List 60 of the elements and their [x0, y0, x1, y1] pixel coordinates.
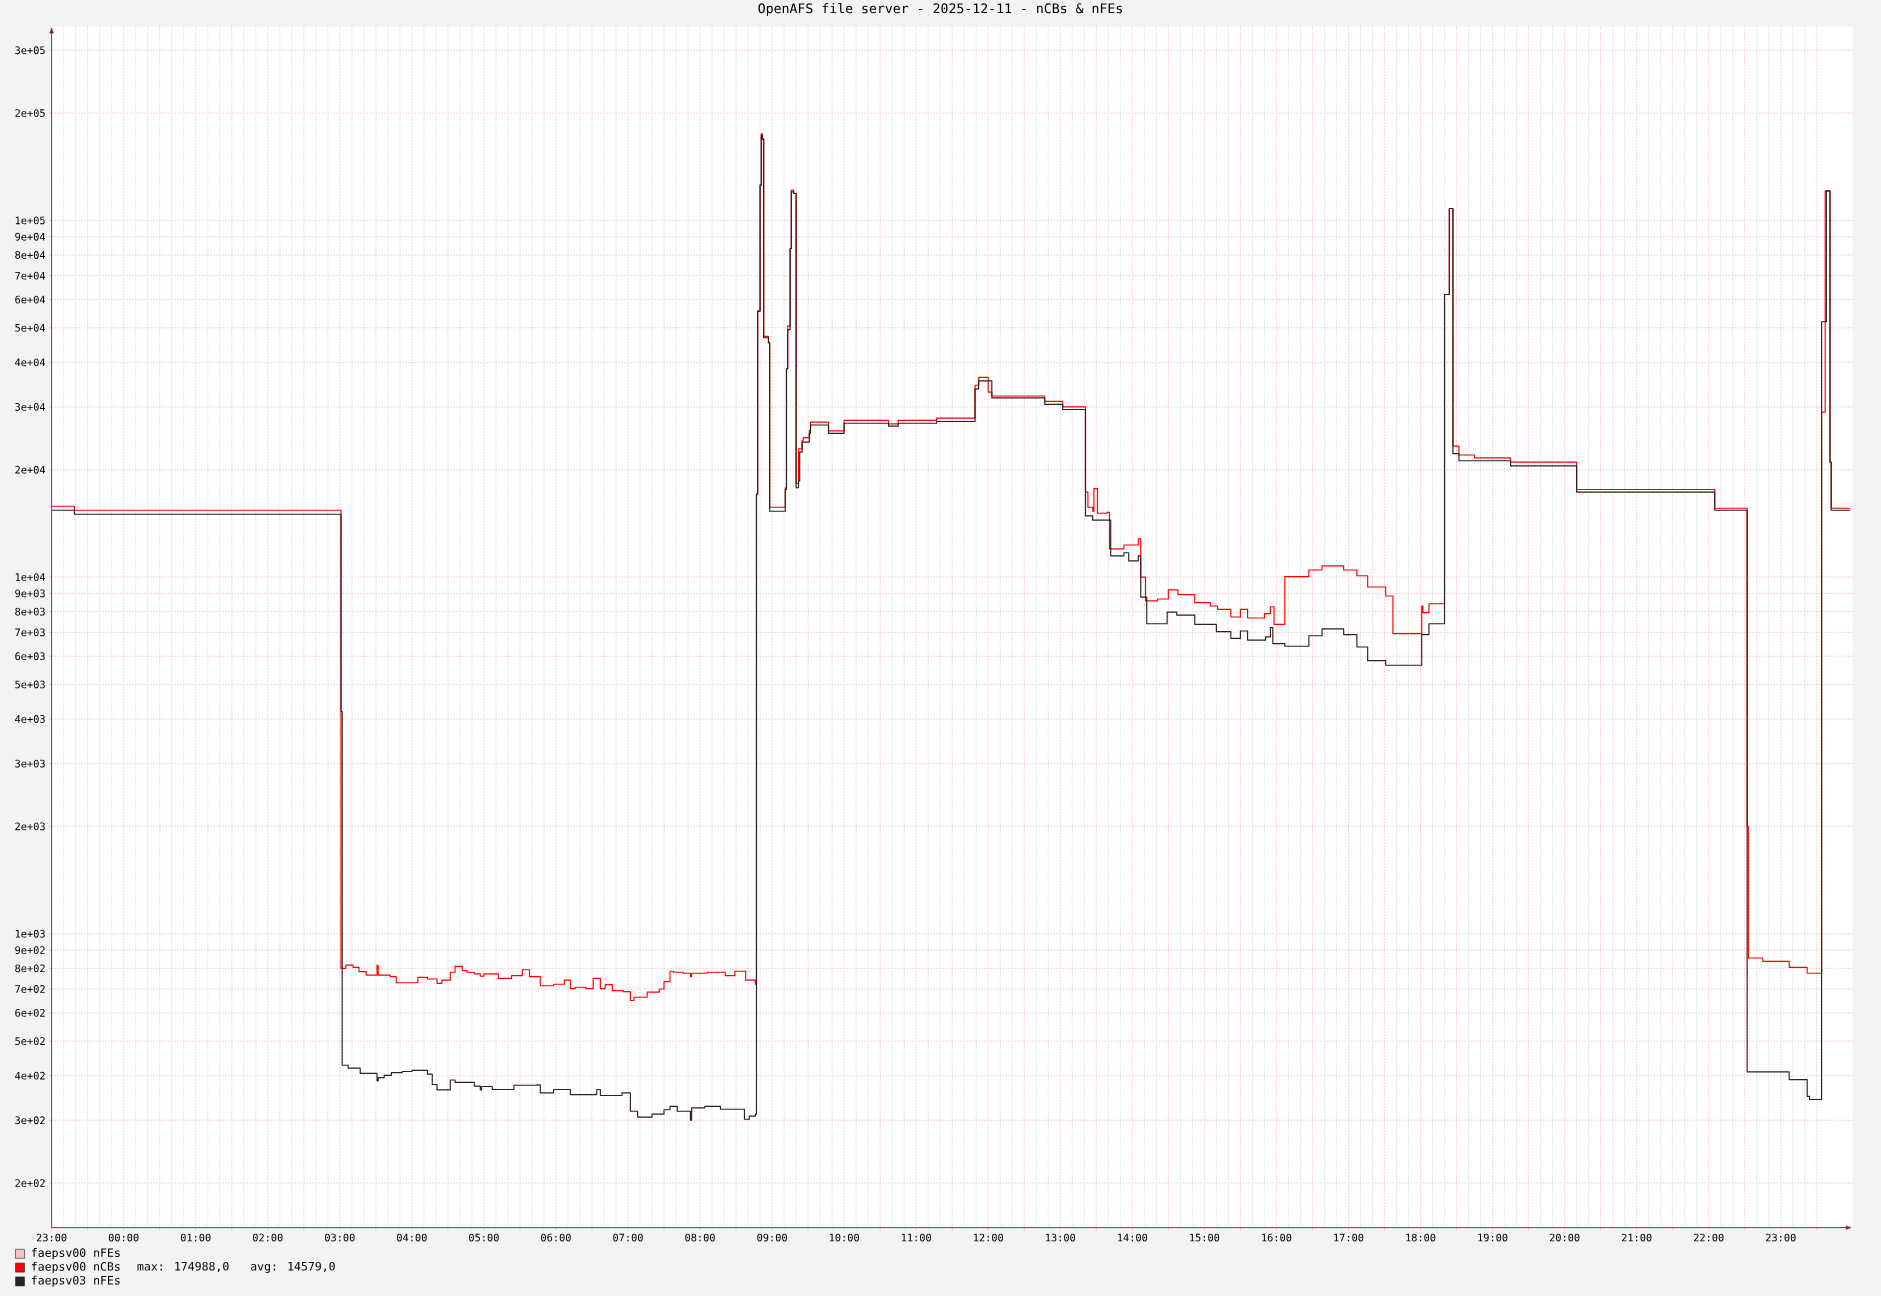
- x-tick-label: 07:00: [613, 1233, 643, 1242]
- y-tick-label: 3e+04: [15, 403, 46, 411]
- y-tick-label: 6e+02: [15, 1008, 45, 1017]
- x-tick-label: 16:00: [1262, 1233, 1292, 1242]
- x-tick-label: 23:00: [1766, 1233, 1796, 1242]
- x-tick-label: 20:00: [1549, 1233, 1580, 1242]
- y-tick-label: 3e+02: [15, 1116, 45, 1125]
- y-tick-label: 6e+03: [15, 652, 45, 661]
- text: max: 174988,0: [137, 1261, 229, 1273]
- x-tick-label: 10:00: [829, 1233, 859, 1242]
- x-tick-label: 09:00: [757, 1233, 787, 1242]
- y-tick-label: 6e+04: [15, 295, 46, 304]
- y-tick-label: 7e+03: [15, 628, 45, 637]
- y-tick-label: 8e+02: [15, 964, 45, 973]
- legend-label: faepsv00 nCBs: [31, 1261, 120, 1274]
- y-tick-label: 9e+02: [15, 946, 45, 954]
- x-tick-label: 21:00: [1621, 1233, 1652, 1242]
- y-tick-label: 2e+04: [15, 465, 46, 474]
- x-tick-label: 02:00: [252, 1233, 283, 1242]
- legend-label: faepsv03 nFEs: [31, 1275, 120, 1287]
- y-tick-label: 4e+02: [15, 1071, 45, 1080]
- y-tick-label: 2e+03: [15, 822, 45, 831]
- text: avg: 14579,0: [250, 1261, 335, 1273]
- y-tick-label: 1e+04: [15, 573, 46, 581]
- y-tick-label: 5e+02: [15, 1037, 45, 1046]
- x-tick-label: 11:00: [901, 1233, 932, 1242]
- x-tick-label: 23:00: [36, 1233, 67, 1242]
- x-tick-label: 08:00: [685, 1233, 715, 1242]
- x-tick-label: 17:00: [1334, 1233, 1364, 1242]
- x-tick-label: 18:00: [1406, 1233, 1436, 1242]
- y-tick-label: 5e+03: [15, 680, 45, 689]
- y-tick-label: 7e+02: [15, 985, 45, 993]
- x-tick-label: 12:00: [973, 1233, 1004, 1242]
- x-tick-label: 01:00: [180, 1233, 211, 1242]
- y-tick-label: 3e+05: [15, 46, 45, 55]
- y-tick-label: 2e+02: [15, 1179, 45, 1187]
- y-tick-label: 8e+03: [15, 607, 45, 616]
- x-tick-label: 14:00: [1118, 1233, 1148, 1242]
- x-tick-label: 13:00: [1046, 1233, 1076, 1242]
- y-tick-label: 4e+03: [15, 715, 45, 723]
- x-tick-label: 03:00: [324, 1233, 355, 1242]
- legend-label: faepsv00 nFEs: [31, 1248, 120, 1260]
- y-tick-label: 9e+03: [15, 589, 45, 598]
- y-tick-label: 2e+05: [15, 109, 45, 117]
- y-tick-label: 7e+04: [15, 271, 46, 280]
- x-tick-label: 06:00: [541, 1233, 571, 1242]
- x-tick-label: 22:00: [1693, 1233, 1724, 1242]
- y-tick-label: 5e+04: [15, 323, 46, 332]
- y-tick-label: 1e+03: [15, 929, 45, 938]
- x-tick-label: 19:00: [1478, 1233, 1508, 1242]
- x-tick-label: 15:00: [1190, 1233, 1220, 1242]
- y-tick-label: 9e+04: [15, 232, 46, 241]
- y-tick-label: 1e+05: [15, 216, 45, 225]
- x-tick-label: 00:00: [108, 1233, 139, 1242]
- y-tick-label: 4e+04: [15, 358, 46, 367]
- y-tick-label: 3e+03: [15, 759, 45, 768]
- y-tick-label: 8e+04: [15, 251, 46, 259]
- x-tick-label: 04:00: [397, 1233, 427, 1242]
- chart-title: OpenAFS file server - 2025-12-11 - nCBs & nFEs: [758, 3, 1122, 16]
- x-tick-label: 05:00: [469, 1233, 499, 1242]
